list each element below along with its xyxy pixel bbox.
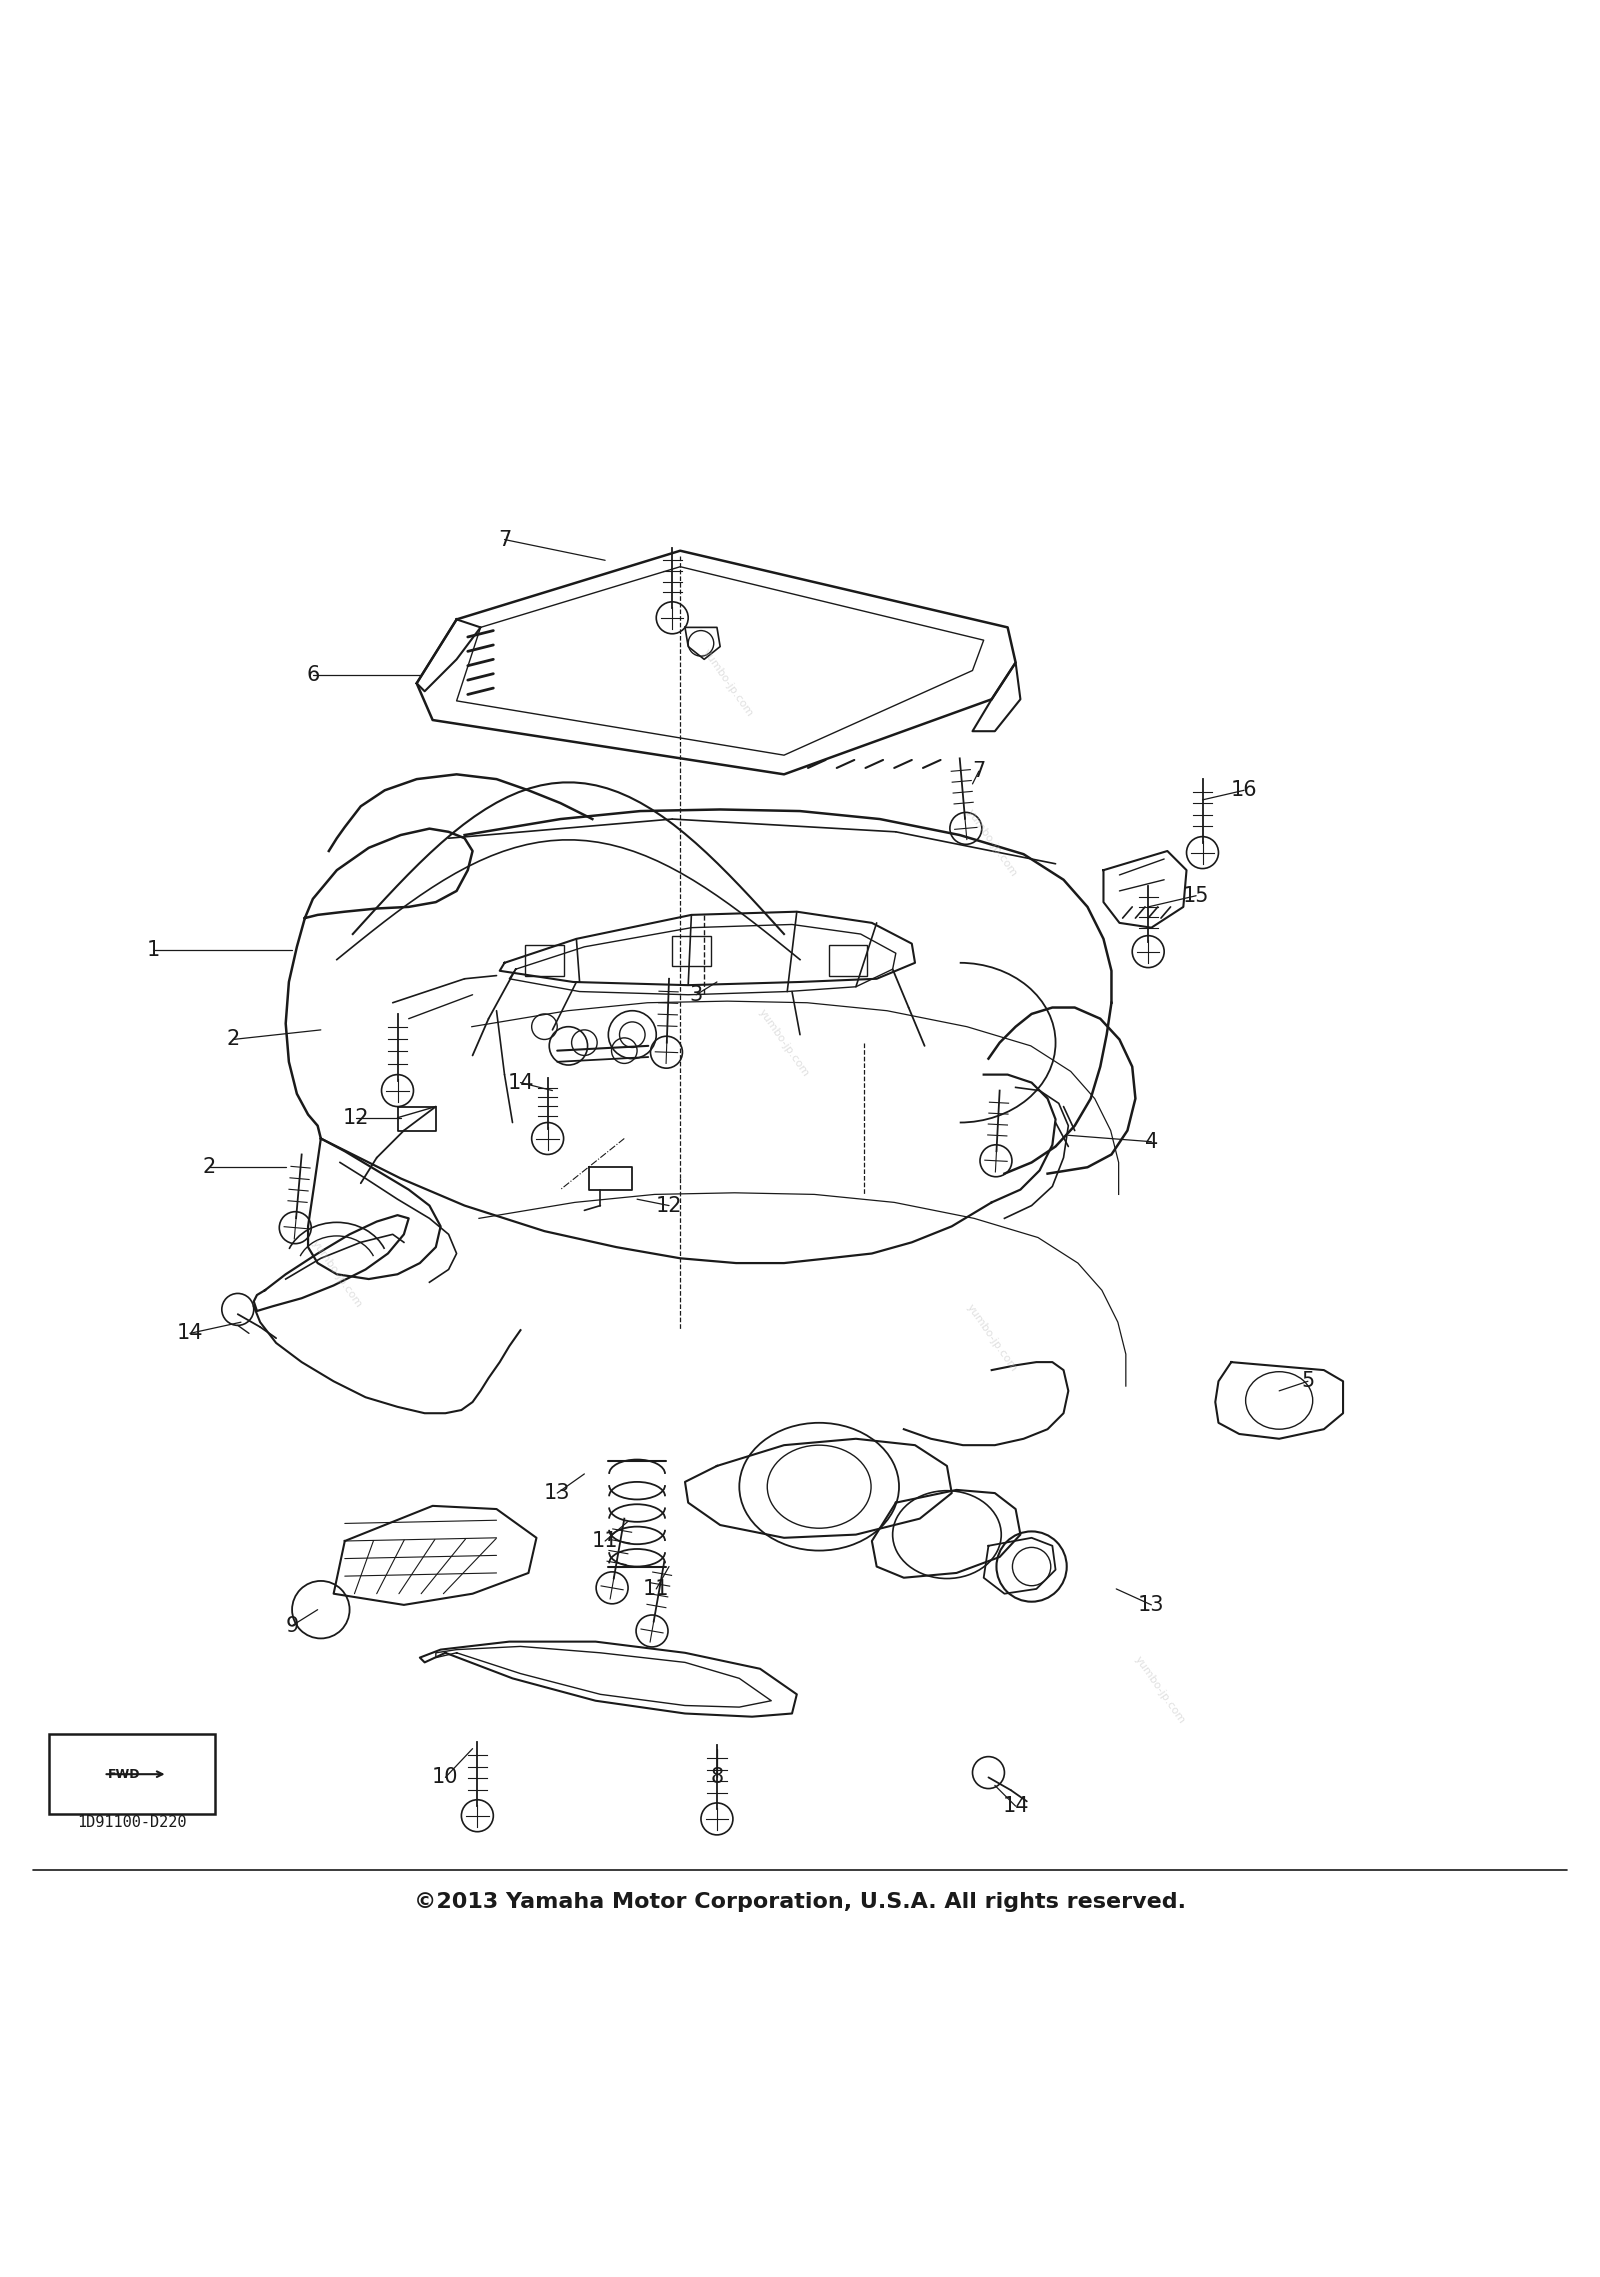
Text: ©2013 Yamaha Motor Corporation, U.S.A. All rights reserved.: ©2013 Yamaha Motor Corporation, U.S.A. A… [414,1892,1186,1913]
FancyBboxPatch shape [525,945,563,975]
Text: 16: 16 [1230,781,1258,799]
Text: 13: 13 [1138,1594,1165,1614]
Text: 5: 5 [1301,1371,1315,1391]
Text: 7: 7 [498,531,510,549]
Text: yumbo-jp.com: yumbo-jp.com [310,1239,363,1309]
Text: 2: 2 [203,1157,216,1177]
Text: 11: 11 [643,1578,669,1598]
Text: 12: 12 [656,1195,682,1216]
Text: yumbo-jp.com: yumbo-jp.com [1133,1653,1187,1726]
FancyBboxPatch shape [829,945,867,975]
Text: 15: 15 [1182,886,1210,906]
Text: 6: 6 [306,665,320,685]
Text: 9: 9 [285,1617,299,1635]
FancyBboxPatch shape [672,936,710,965]
Text: yumbo-jp.com: yumbo-jp.com [757,1006,811,1079]
FancyBboxPatch shape [50,1735,216,1815]
Text: 8: 8 [710,1767,723,1787]
Text: 11: 11 [592,1530,618,1551]
Text: 1: 1 [147,940,160,961]
Text: yumbo-jp.com: yumbo-jp.com [701,647,755,720]
Text: yumbo-jp.com: yumbo-jp.com [965,808,1019,879]
Text: 14: 14 [176,1323,203,1343]
Text: 13: 13 [544,1482,571,1503]
Text: 10: 10 [432,1767,459,1787]
Text: 3: 3 [690,984,702,1004]
Text: yumbo-jp.com: yumbo-jp.com [965,1302,1019,1373]
Text: 2: 2 [226,1029,240,1050]
Text: 14: 14 [1002,1797,1029,1817]
Text: 14: 14 [507,1072,534,1093]
Text: 7: 7 [973,761,986,781]
Text: 1D91100-D220: 1D91100-D220 [78,1815,187,1831]
Text: FWD: FWD [109,1767,141,1781]
Text: 12: 12 [342,1107,370,1127]
Text: 4: 4 [1144,1132,1158,1152]
